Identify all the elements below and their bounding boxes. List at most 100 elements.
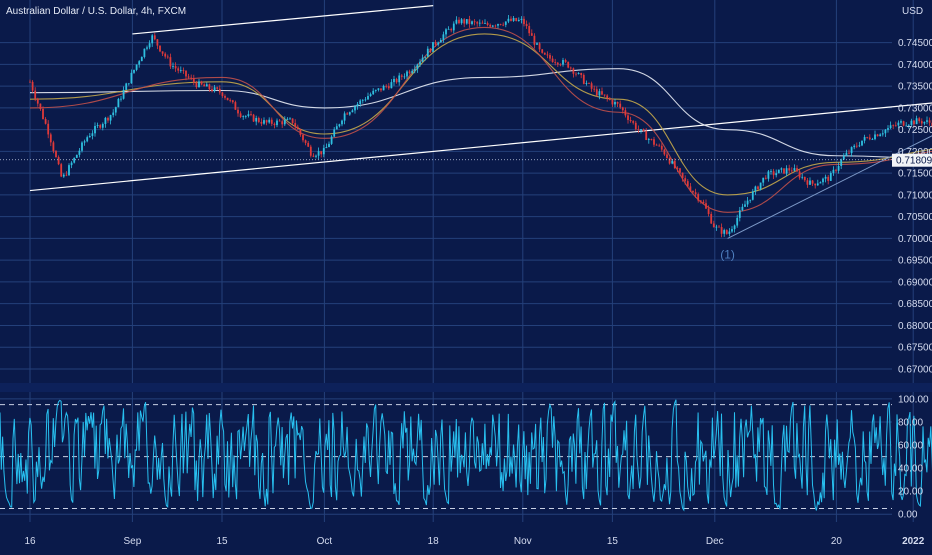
candle-body xyxy=(226,97,229,101)
candle-body xyxy=(42,108,44,119)
candle-body xyxy=(473,21,476,23)
candle-body xyxy=(39,103,42,109)
x-tick-label: 16 xyxy=(24,536,36,547)
candle-body xyxy=(34,90,37,99)
candle-body xyxy=(520,18,523,20)
candle-body xyxy=(731,229,733,232)
candle-body xyxy=(796,168,798,172)
candle-body xyxy=(125,83,128,90)
candle-body xyxy=(112,112,115,116)
candle-body xyxy=(351,110,354,113)
candle-body xyxy=(159,45,161,52)
candle-body xyxy=(437,42,440,45)
candle-body xyxy=(260,121,263,124)
x-tick-label: 18 xyxy=(428,536,440,547)
x-tick-label: 2022 xyxy=(902,536,925,547)
candle-body xyxy=(60,164,63,177)
candle-body xyxy=(416,64,419,70)
candle-body xyxy=(757,186,759,190)
candle-body xyxy=(195,82,198,88)
candle-body xyxy=(398,75,401,83)
candle-body xyxy=(263,120,265,124)
candle-body xyxy=(569,67,572,69)
candle-body xyxy=(595,89,598,96)
candle-body xyxy=(411,70,414,73)
candle-body xyxy=(151,35,154,44)
y-tick-label: 0.67000 xyxy=(898,364,932,375)
candle-body xyxy=(465,19,468,24)
oscillator-tick-label: 80.00 xyxy=(898,417,923,428)
candle-body xyxy=(460,19,463,24)
candle-body xyxy=(832,169,835,173)
candle-body xyxy=(408,71,411,73)
candle-body xyxy=(276,120,278,126)
candle-body xyxy=(88,135,91,138)
y-tick-label: 0.72500 xyxy=(898,125,932,136)
candle-body xyxy=(44,118,47,124)
candle-body xyxy=(538,43,541,50)
candle-body xyxy=(265,120,268,123)
candle-body xyxy=(393,78,395,83)
candle-body xyxy=(816,183,819,186)
candle-body xyxy=(788,168,791,171)
candle-body xyxy=(658,145,661,147)
candle-body xyxy=(374,89,377,91)
candle-body xyxy=(471,21,473,24)
candle-body xyxy=(307,142,310,147)
candle-body xyxy=(874,134,876,140)
candle-body xyxy=(348,112,351,115)
candle-body xyxy=(442,34,445,41)
oscillator-series-line xyxy=(0,399,932,512)
candle-body xyxy=(554,62,557,63)
candle-body xyxy=(133,69,135,73)
candle-body xyxy=(525,24,528,27)
candle-body xyxy=(86,137,89,142)
candle-body xyxy=(424,56,427,58)
candle-body xyxy=(863,137,866,141)
candle-body xyxy=(564,60,567,62)
candle-body xyxy=(517,19,520,21)
candle-body xyxy=(237,109,239,114)
candle-body xyxy=(681,172,684,179)
candle-body xyxy=(915,118,918,125)
candle-body xyxy=(356,103,359,107)
candle-body xyxy=(419,61,421,65)
candle-body xyxy=(166,56,169,58)
candle-body xyxy=(109,115,112,121)
y-tick-label: 0.70500 xyxy=(898,212,932,223)
candle-body xyxy=(668,158,671,164)
candle-body xyxy=(806,180,809,185)
candle-body xyxy=(835,169,837,171)
candle-body xyxy=(777,169,780,174)
candle-body xyxy=(172,66,174,67)
candle-body xyxy=(616,102,619,104)
candle-body xyxy=(767,171,770,179)
candle-body xyxy=(507,18,510,22)
candle-body xyxy=(91,133,94,136)
candle-body xyxy=(663,149,666,155)
candle-body xyxy=(694,192,697,195)
candle-body xyxy=(304,140,307,143)
candle-body xyxy=(192,78,195,83)
candle-body xyxy=(502,24,505,26)
candle-body xyxy=(127,83,130,85)
candle-body xyxy=(923,121,926,124)
y-tick-label: 0.74500 xyxy=(898,38,932,49)
y-tick-label: 0.74000 xyxy=(898,60,932,71)
last-price-tag: 0.71809 xyxy=(892,153,932,167)
candle-body xyxy=(702,201,705,204)
candle-body xyxy=(99,125,102,128)
candle-body xyxy=(270,119,273,124)
candle-body xyxy=(881,133,884,135)
price-layer: (1)(2)(4) xyxy=(0,5,932,261)
candle-body xyxy=(62,174,65,177)
candle-body xyxy=(725,230,728,234)
y-tick-label: 0.69500 xyxy=(898,256,932,267)
candle-body xyxy=(234,102,237,110)
candle-body xyxy=(837,166,840,171)
candle-body xyxy=(130,72,133,84)
candle-body xyxy=(75,154,78,158)
candle-body xyxy=(481,22,484,24)
candle-body xyxy=(156,39,159,46)
candle-body xyxy=(361,99,364,101)
